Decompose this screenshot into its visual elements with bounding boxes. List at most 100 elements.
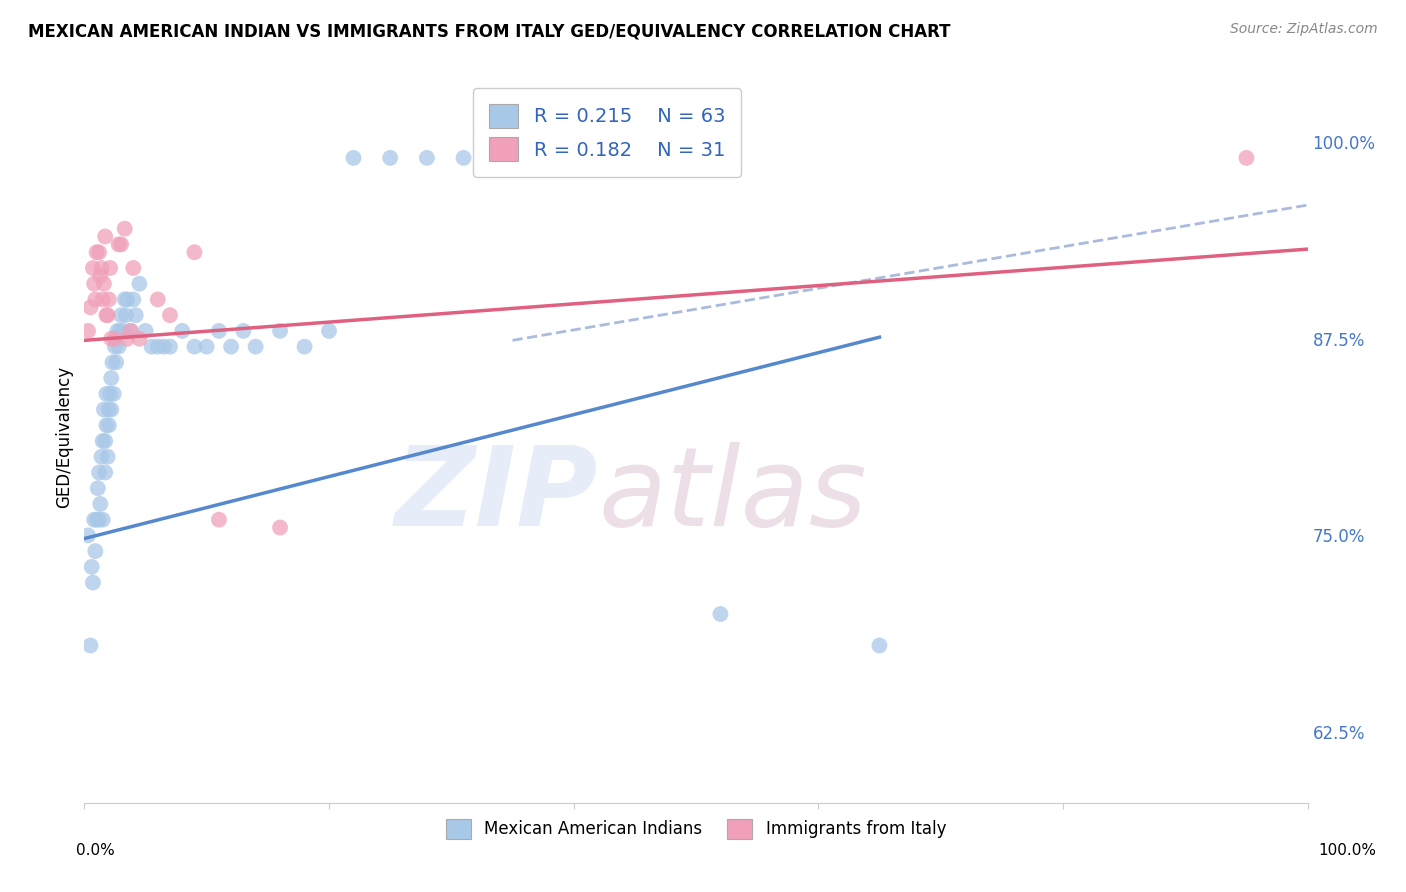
Point bbox=[80, 559, 103, 574]
Point bbox=[245, 340, 267, 354]
Point bbox=[87, 513, 110, 527]
Point bbox=[83, 277, 105, 291]
Point bbox=[97, 418, 120, 433]
Point bbox=[82, 260, 104, 275]
Point bbox=[120, 324, 142, 338]
Point bbox=[108, 324, 131, 338]
Point bbox=[96, 308, 118, 322]
Point bbox=[101, 355, 124, 369]
Point bbox=[141, 340, 163, 354]
Point bbox=[93, 402, 115, 417]
Text: 100.0%: 100.0% bbox=[1317, 843, 1376, 858]
Point bbox=[294, 340, 316, 354]
Point bbox=[120, 324, 142, 338]
Text: Source: ZipAtlas.com: Source: ZipAtlas.com bbox=[1230, 22, 1378, 37]
Point bbox=[709, 607, 731, 621]
Point bbox=[416, 151, 439, 165]
Point bbox=[104, 332, 127, 346]
Point bbox=[100, 332, 122, 346]
Point bbox=[318, 324, 340, 338]
Point bbox=[110, 237, 132, 252]
Point bbox=[87, 245, 110, 260]
Point bbox=[91, 293, 114, 307]
Point bbox=[105, 324, 128, 338]
Point bbox=[89, 268, 111, 283]
Point bbox=[269, 520, 291, 534]
Point bbox=[82, 575, 104, 590]
Point bbox=[172, 324, 194, 338]
Point bbox=[869, 639, 891, 653]
Point bbox=[104, 340, 127, 354]
Point bbox=[90, 260, 112, 275]
Point bbox=[84, 293, 107, 307]
Point bbox=[183, 245, 205, 260]
Point bbox=[1236, 151, 1258, 165]
Point bbox=[98, 260, 121, 275]
Point bbox=[269, 324, 291, 338]
Text: ZIP: ZIP bbox=[395, 442, 598, 549]
Point bbox=[97, 293, 120, 307]
Point bbox=[146, 293, 169, 307]
Point bbox=[94, 434, 117, 448]
Point bbox=[115, 332, 138, 346]
Point bbox=[183, 340, 205, 354]
Point bbox=[125, 308, 148, 322]
Point bbox=[110, 308, 132, 322]
Point bbox=[87, 481, 110, 495]
Point bbox=[128, 332, 150, 346]
Text: MEXICAN AMERICAN INDIAN VS IMMIGRANTS FROM ITALY GED/EQUIVALENCY CORRELATION CHA: MEXICAN AMERICAN INDIAN VS IMMIGRANTS FR… bbox=[28, 22, 950, 40]
Point bbox=[107, 340, 129, 354]
Point bbox=[100, 402, 122, 417]
Y-axis label: GED/Equivalency: GED/Equivalency bbox=[55, 366, 73, 508]
Point bbox=[159, 340, 181, 354]
Point bbox=[122, 260, 145, 275]
Point bbox=[91, 513, 114, 527]
Point bbox=[90, 450, 112, 464]
Point bbox=[107, 237, 129, 252]
Point bbox=[86, 245, 108, 260]
Point bbox=[86, 513, 108, 527]
Point bbox=[380, 151, 402, 165]
Point bbox=[89, 497, 111, 511]
Point bbox=[100, 371, 122, 385]
Point bbox=[98, 387, 121, 401]
Text: 0.0%: 0.0% bbox=[76, 843, 115, 858]
Point bbox=[115, 293, 138, 307]
Point bbox=[97, 308, 120, 322]
Point bbox=[122, 293, 145, 307]
Text: atlas: atlas bbox=[598, 442, 866, 549]
Point bbox=[96, 387, 118, 401]
Point bbox=[128, 277, 150, 291]
Point bbox=[87, 466, 110, 480]
Point bbox=[103, 387, 125, 401]
Point bbox=[77, 528, 100, 542]
Point bbox=[79, 639, 101, 653]
Point bbox=[135, 324, 157, 338]
Point bbox=[114, 221, 136, 235]
Point bbox=[146, 340, 169, 354]
Point bbox=[114, 293, 136, 307]
Point bbox=[112, 324, 135, 338]
Point bbox=[115, 308, 138, 322]
Point bbox=[84, 544, 107, 558]
Point bbox=[453, 151, 475, 165]
Point bbox=[208, 513, 231, 527]
Point bbox=[502, 151, 524, 165]
Point bbox=[232, 324, 254, 338]
Point bbox=[94, 466, 117, 480]
Point bbox=[97, 450, 120, 464]
Point bbox=[208, 324, 231, 338]
Point bbox=[219, 340, 242, 354]
Point bbox=[93, 277, 115, 291]
Point bbox=[83, 513, 105, 527]
Point bbox=[79, 301, 101, 315]
Point bbox=[96, 418, 118, 433]
Point bbox=[77, 324, 100, 338]
Point bbox=[105, 355, 128, 369]
Point bbox=[94, 229, 117, 244]
Point bbox=[159, 308, 181, 322]
Point bbox=[97, 402, 120, 417]
Point bbox=[195, 340, 218, 354]
Legend: Mexican American Indians, Immigrants from Italy: Mexican American Indians, Immigrants fro… bbox=[439, 812, 953, 846]
Point bbox=[153, 340, 176, 354]
